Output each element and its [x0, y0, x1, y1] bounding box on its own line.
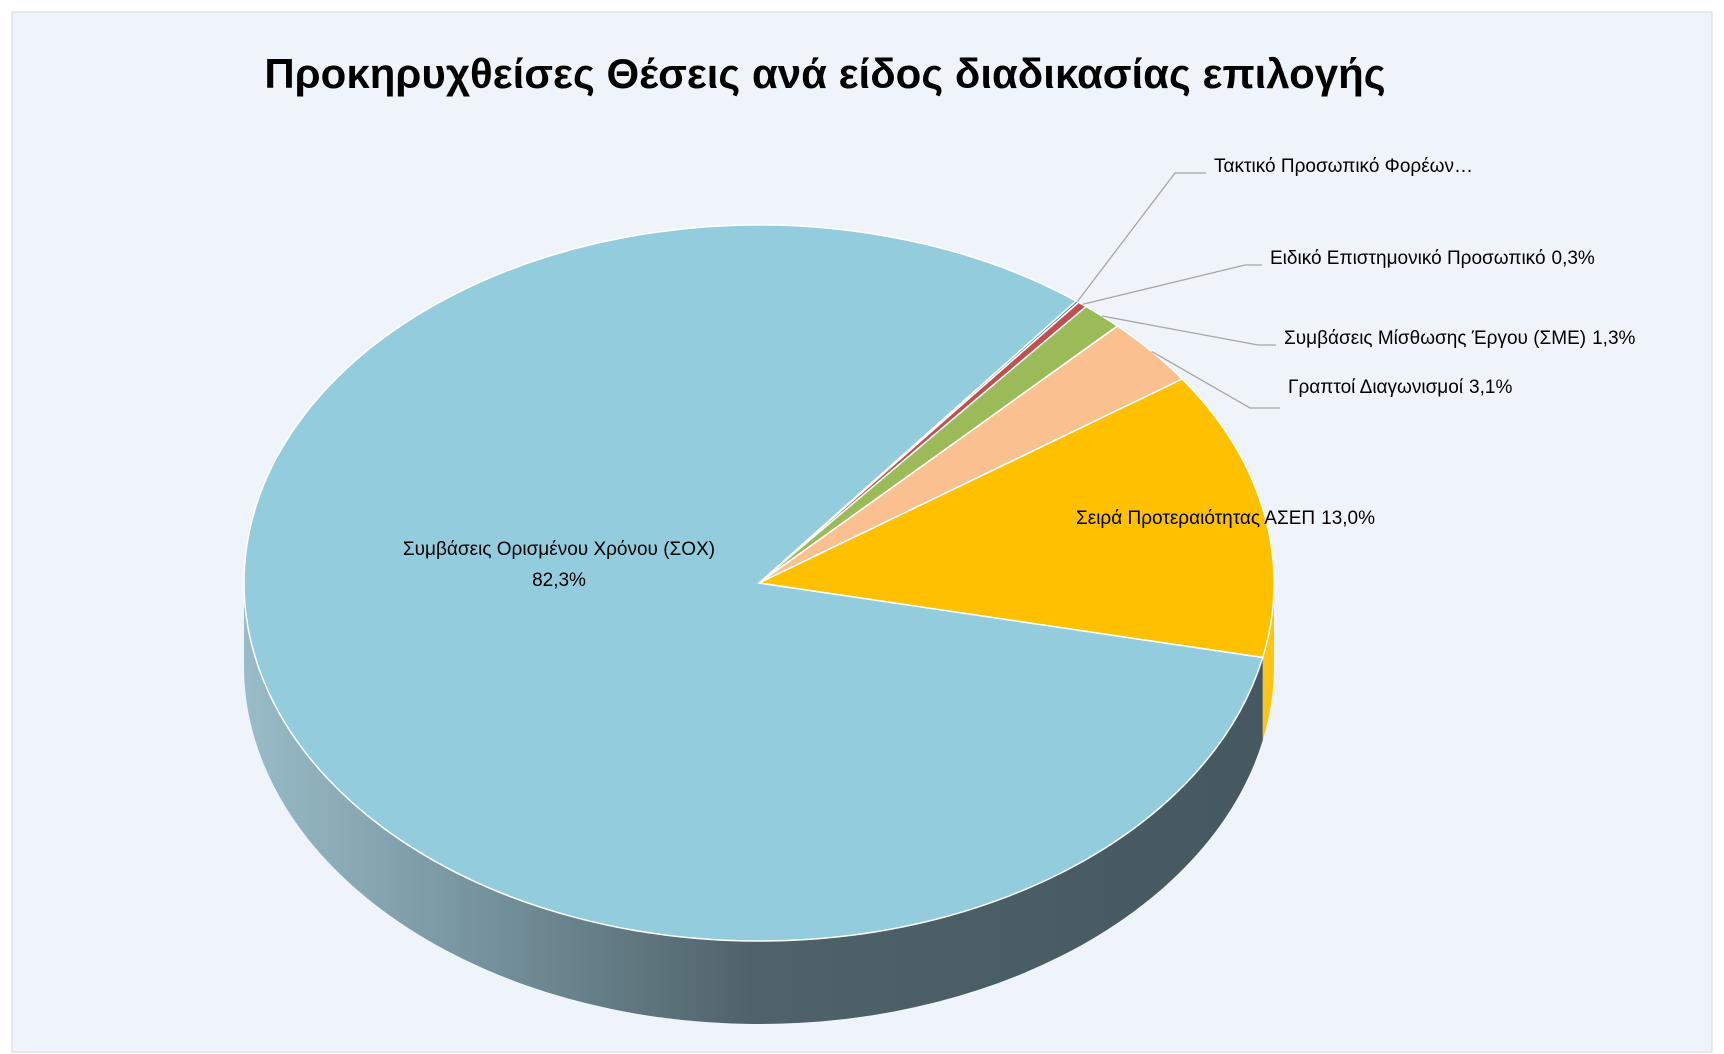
label-category: Τακτικό Προσωπικό Φορέων… [1214, 156, 1473, 177]
label-category: Γραπτοί Διαγωνισμοί [1288, 377, 1464, 398]
label-category: Σειρά Προτεραιότητας ΑΣΕΠ [1076, 508, 1315, 529]
slice [756, 378, 1275, 659]
label-category: Ειδικό Επιστημονικό Προσωπικό [1270, 248, 1546, 269]
leader-line [1082, 264, 1262, 306]
data-label: Συμβάσεις Ορισμένου Χρόνου (ΣΟΧ) 82,3% [403, 539, 715, 591]
data-label: Ειδικό Επιστημονικό Προσωπικό 0,3% [1270, 248, 1595, 269]
slice-side [244, 583, 1263, 1025]
label-value: 13,0% [1321, 508, 1375, 529]
data-label: Γραπτοί Διαγωνισμοί 3,1% [1288, 377, 1512, 398]
data-label: Τακτικό Προσωπικό Φορέων… [1214, 156, 1473, 177]
slice [243, 224, 1264, 942]
data-label: Σειρά Προτεραιότητας ΑΣΕΠ 13,0% [1076, 508, 1375, 529]
data-label: Συμβάσεις Μίσθωσης Έργου (ΣΜΕ) 1,3% [1284, 328, 1636, 349]
label-category: Συμβάσεις Ορισμένου Χρόνου (ΣΟΧ) [403, 539, 715, 560]
label-value: 0,3% [1552, 248, 1595, 269]
leader-line [1076, 172, 1206, 302]
label-value: 1,3% [1592, 328, 1635, 349]
label-value: 82,3% [532, 570, 586, 591]
label-value: 3,1% [1469, 377, 1512, 398]
chart-title: Προκηρυχθείσες Θέσεις ανά είδος διαδικασ… [264, 50, 1385, 97]
label-category: Συμβάσεις Μίσθωσης Έργου (ΣΜΕ) [1284, 328, 1586, 349]
leader-line [1101, 315, 1276, 346]
leader-line [1151, 350, 1280, 409]
